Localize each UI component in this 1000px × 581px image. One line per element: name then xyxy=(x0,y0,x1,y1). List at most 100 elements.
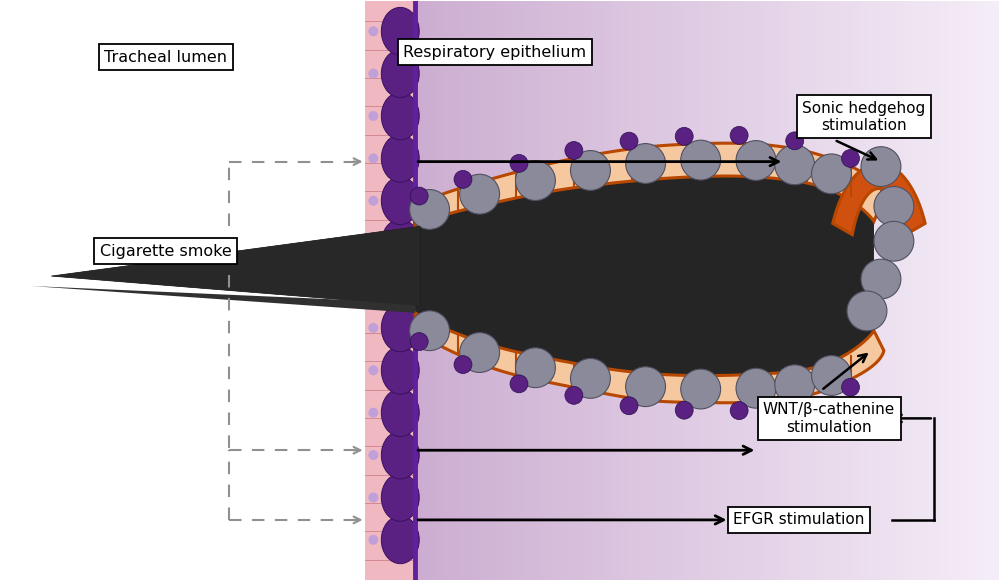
Ellipse shape xyxy=(381,219,419,267)
Text: EFGR stimulation: EFGR stimulation xyxy=(733,512,865,528)
Bar xyxy=(437,1,446,580)
Bar xyxy=(743,1,753,580)
Circle shape xyxy=(410,187,428,205)
Ellipse shape xyxy=(381,474,419,521)
Circle shape xyxy=(368,450,378,460)
Ellipse shape xyxy=(381,8,419,55)
Bar xyxy=(627,1,636,580)
Bar xyxy=(948,1,957,580)
Bar xyxy=(1,1,365,580)
Circle shape xyxy=(368,281,378,290)
Text: WNT/β-cathenine
stimulation: WNT/β-cathenine stimulation xyxy=(763,402,895,435)
Polygon shape xyxy=(415,143,884,227)
Circle shape xyxy=(460,333,500,372)
Bar xyxy=(955,1,964,580)
Circle shape xyxy=(368,535,378,545)
Circle shape xyxy=(368,111,378,121)
Bar xyxy=(897,1,906,580)
Bar xyxy=(736,1,745,580)
Circle shape xyxy=(565,142,583,159)
Circle shape xyxy=(812,154,851,193)
Bar xyxy=(889,1,899,580)
Bar xyxy=(933,1,942,580)
Bar xyxy=(525,1,534,580)
Bar xyxy=(634,1,643,580)
Circle shape xyxy=(812,356,851,396)
Bar xyxy=(641,1,651,580)
Bar xyxy=(568,1,578,580)
Bar xyxy=(853,1,862,580)
Bar xyxy=(663,1,672,580)
Bar xyxy=(649,1,658,580)
Bar xyxy=(765,1,775,580)
Circle shape xyxy=(847,291,887,331)
Bar xyxy=(911,1,920,580)
Bar xyxy=(787,1,796,580)
Bar xyxy=(554,1,563,580)
Circle shape xyxy=(842,149,859,167)
Bar xyxy=(816,1,826,580)
Ellipse shape xyxy=(381,92,419,140)
Polygon shape xyxy=(415,313,884,403)
Bar xyxy=(773,1,782,580)
Polygon shape xyxy=(833,164,925,235)
Circle shape xyxy=(368,153,378,163)
Text: Cigarette smoke: Cigarette smoke xyxy=(100,243,232,259)
Bar xyxy=(415,1,425,580)
Bar xyxy=(794,1,804,580)
Circle shape xyxy=(368,493,378,503)
Bar xyxy=(466,1,476,580)
Circle shape xyxy=(861,259,901,299)
Bar xyxy=(685,1,694,580)
Bar xyxy=(510,1,519,580)
Ellipse shape xyxy=(381,516,419,564)
Bar xyxy=(590,1,600,580)
Bar xyxy=(503,1,512,580)
Bar xyxy=(984,1,993,580)
Text: Respiratory epithelium: Respiratory epithelium xyxy=(403,45,587,60)
Circle shape xyxy=(460,174,500,214)
Bar xyxy=(576,1,585,580)
Bar xyxy=(729,1,738,580)
Ellipse shape xyxy=(381,389,419,436)
Circle shape xyxy=(730,401,748,419)
Bar xyxy=(692,1,702,580)
Bar xyxy=(882,1,891,580)
Bar xyxy=(714,1,724,580)
Bar xyxy=(532,1,541,580)
Text: Sonic hedgehog
stimulation: Sonic hedgehog stimulation xyxy=(802,101,926,133)
Polygon shape xyxy=(31,286,415,313)
Circle shape xyxy=(570,150,610,191)
Bar xyxy=(969,1,979,580)
Bar xyxy=(495,1,505,580)
Bar xyxy=(365,1,415,580)
Circle shape xyxy=(620,132,638,150)
Bar xyxy=(918,1,928,580)
Circle shape xyxy=(410,311,449,350)
Bar xyxy=(546,1,556,580)
Ellipse shape xyxy=(381,431,419,479)
Circle shape xyxy=(410,332,428,350)
Bar xyxy=(474,1,483,580)
Circle shape xyxy=(775,365,815,405)
Circle shape xyxy=(861,146,901,187)
Polygon shape xyxy=(415,176,874,375)
Circle shape xyxy=(368,365,378,375)
Bar xyxy=(561,1,570,580)
Bar xyxy=(700,1,709,580)
Circle shape xyxy=(675,127,693,145)
Ellipse shape xyxy=(381,177,419,225)
Ellipse shape xyxy=(381,50,419,98)
Ellipse shape xyxy=(381,134,419,182)
Circle shape xyxy=(368,323,378,333)
Bar xyxy=(722,1,731,580)
Bar xyxy=(539,1,548,580)
Bar xyxy=(977,1,986,580)
Ellipse shape xyxy=(381,261,419,310)
Bar xyxy=(758,1,767,580)
Bar xyxy=(867,1,877,580)
Bar xyxy=(517,1,527,580)
Polygon shape xyxy=(51,227,420,306)
Ellipse shape xyxy=(381,346,419,394)
Bar xyxy=(940,1,950,580)
